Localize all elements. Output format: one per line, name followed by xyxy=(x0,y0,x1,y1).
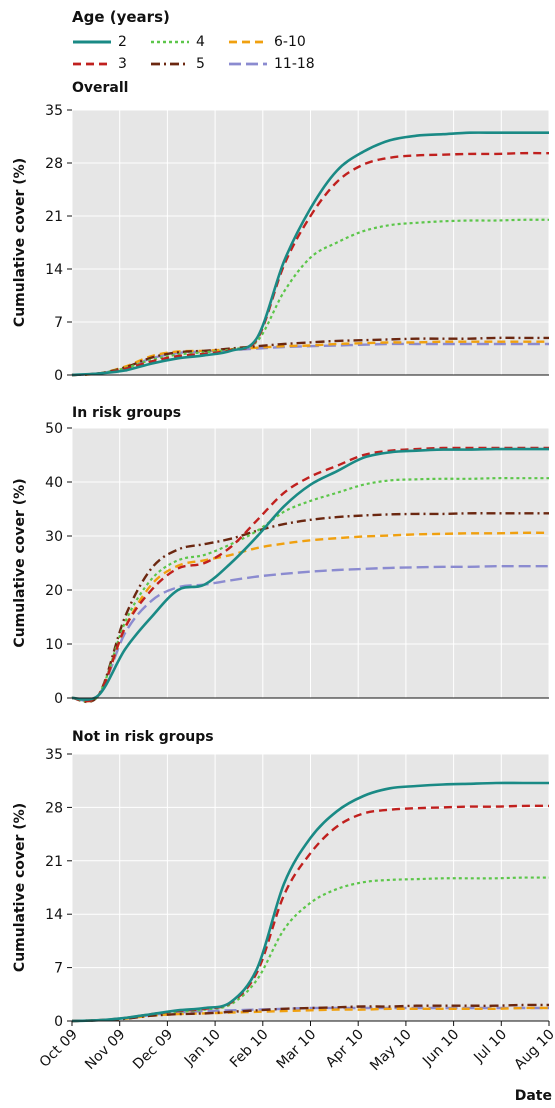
y-tick-label: 28 xyxy=(45,156,63,172)
legend-label: 11-18 xyxy=(274,56,315,72)
y-tick-label: 20 xyxy=(45,583,63,599)
series-line-11-18 xyxy=(71,342,549,377)
y-tick-label: 0 xyxy=(54,368,63,384)
y-tick-label: 14 xyxy=(45,907,63,923)
y-tick-label: 7 xyxy=(54,315,63,331)
x-tick-label: Dec 09 xyxy=(130,1027,176,1073)
series-line-2 xyxy=(71,781,549,1023)
y-tick-label: 0 xyxy=(54,1014,63,1030)
panel-title: In risk groups xyxy=(72,405,181,421)
legend-label: 4 xyxy=(196,34,205,50)
series-line-4 xyxy=(71,218,550,377)
legend-item-5: 5 xyxy=(150,54,205,74)
legend-item-6-10: 6-10 xyxy=(228,32,306,52)
y-tick-label: 10 xyxy=(45,637,63,653)
y-tick-label: 28 xyxy=(45,800,63,816)
y-tick-label: 21 xyxy=(45,209,63,225)
y-tick-label: 14 xyxy=(45,262,63,278)
series-line-3 xyxy=(71,446,549,703)
series-line-4 xyxy=(71,477,549,703)
x-axis: Oct 09 Nov 09 Dec 09 Jan 10 Feb 10 Mar 10 Apr … xyxy=(37,1021,555,1104)
legend-item-4: 4 xyxy=(150,32,205,52)
x-tick-label: Mar 10 xyxy=(274,1027,320,1073)
series-line-5 xyxy=(71,1003,550,1023)
legend-swatch xyxy=(229,40,267,44)
x-tick-label: Nov 09 xyxy=(82,1027,128,1073)
legend-title: Age (years) xyxy=(72,8,170,26)
legend-swatch xyxy=(73,62,111,66)
legend-swatch xyxy=(73,40,111,44)
legend-swatch xyxy=(151,40,189,44)
legend-label: 2 xyxy=(118,34,127,50)
legend-label: 5 xyxy=(196,56,205,72)
series-line-2 xyxy=(71,131,549,377)
legend-item-2: 2 xyxy=(72,32,127,52)
x-tick-label: Oct 09 xyxy=(37,1027,81,1071)
legend: 2 4 6-10 3 5 11-18 xyxy=(72,32,372,76)
y-axis-label: Cumulative cover (%) xyxy=(12,478,28,647)
panel-title: Not in risk groups xyxy=(72,729,214,745)
panel-2: 0 10 20 30 40 50 In risk groups Cumulative cove… xyxy=(12,405,550,707)
legend-swatch xyxy=(229,62,267,66)
y-tick-label: 40 xyxy=(45,475,63,491)
series-line-2 xyxy=(71,447,549,701)
series-line-3 xyxy=(71,151,550,377)
x-tick-label: Aug 10 xyxy=(511,1027,555,1073)
x-axis-label: Date xyxy=(515,1088,552,1104)
series-line-5 xyxy=(71,336,549,377)
x-tick-label: Feb 10 xyxy=(227,1027,272,1072)
y-axis-label: Cumulative cover (%) xyxy=(12,803,28,972)
y-tick-label: 50 xyxy=(45,421,63,437)
panel-3: 0 7 14 21 28 35 Not in risk groups Cumulative c… xyxy=(12,729,550,1030)
panel-1: 0 7 14 21 28 35 Overall Cumulative cover (%) xyxy=(12,80,550,384)
x-tick-label: Jun 10 xyxy=(419,1027,462,1070)
legend-item-3: 3 xyxy=(72,54,127,74)
legend-item-11-18: 11-18 xyxy=(228,54,315,74)
y-axis-label: Cumulative cover (%) xyxy=(12,158,28,327)
y-tick-label: 30 xyxy=(45,529,63,545)
series-line-11-18 xyxy=(71,564,549,702)
y-tick-label: 21 xyxy=(45,854,63,870)
legend-label: 6-10 xyxy=(274,34,306,50)
x-tick-label: Jan 10 xyxy=(181,1027,224,1070)
series-line-5 xyxy=(71,512,549,704)
panel-title: Overall xyxy=(72,80,128,96)
x-tick-label: Apr 10 xyxy=(323,1027,367,1071)
y-tick-label: 7 xyxy=(54,961,63,977)
y-tick-label: 35 xyxy=(45,747,63,763)
x-tick-label: Jul 10 xyxy=(470,1027,510,1067)
y-tick-label: 0 xyxy=(54,691,63,707)
legend-swatch xyxy=(151,62,189,66)
series-line-6-10 xyxy=(71,340,549,377)
y-tick-label: 35 xyxy=(45,103,63,119)
x-tick-label: May 10 xyxy=(367,1027,415,1075)
legend-label: 3 xyxy=(118,56,127,72)
